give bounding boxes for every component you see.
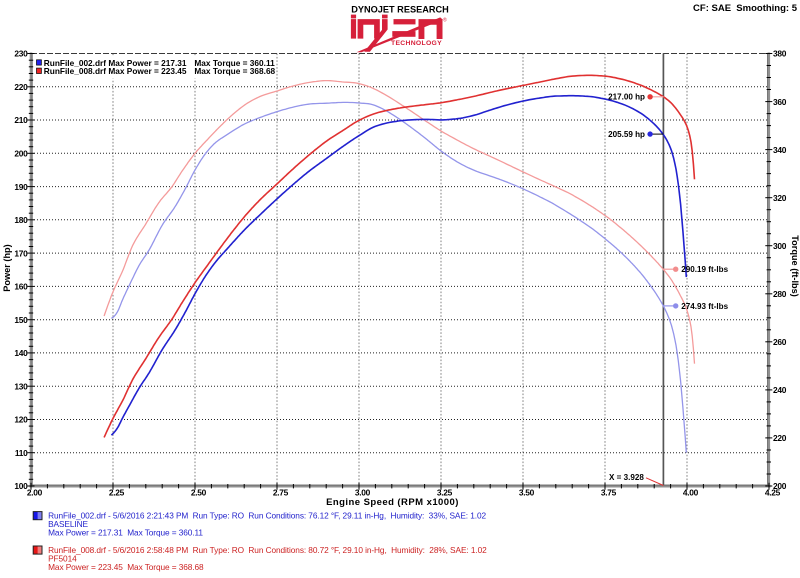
svg-text:Max Power = 223.45 Max Torque: Max Power = 223.45 Max Torque = 368.68	[48, 562, 204, 572]
svg-text:220: 220	[14, 82, 28, 92]
svg-text:100: 100	[14, 481, 28, 491]
svg-text:110: 110	[15, 448, 28, 458]
svg-text:2.50: 2.50	[191, 488, 207, 498]
svg-text:150: 150	[14, 315, 28, 325]
svg-text:320: 320	[773, 193, 787, 203]
svg-text:BASELINE: BASELINE	[48, 519, 88, 529]
svg-text:Power (hp): Power (hp)	[2, 244, 12, 291]
svg-text:2.00: 2.00	[27, 488, 43, 498]
svg-text:170: 170	[14, 248, 28, 258]
svg-text:120: 120	[14, 415, 28, 425]
svg-text:RunFile_002.drf Max Power = 21: RunFile_002.drf Max Power = 217.31	[44, 58, 187, 68]
svg-text:217.00 hp: 217.00 hp	[608, 93, 645, 102]
svg-text:X = 3.928: X = 3.928	[609, 473, 644, 482]
svg-text:380: 380	[773, 49, 787, 59]
svg-text:130: 130	[14, 381, 28, 391]
svg-text:240: 240	[773, 385, 787, 395]
svg-text:RunFile_008.drf Max Power = 22: RunFile_008.drf Max Power = 223.45	[44, 66, 187, 76]
svg-text:Engine Speed (RPM x1000): Engine Speed (RPM x1000)	[326, 497, 459, 508]
svg-text:180: 180	[14, 215, 28, 225]
svg-text:200: 200	[14, 149, 28, 159]
svg-text:360: 360	[773, 97, 787, 107]
svg-text:2.25: 2.25	[109, 488, 125, 498]
svg-text:200: 200	[773, 481, 787, 491]
svg-text:®: ®	[443, 17, 447, 24]
svg-text:3.25: 3.25	[437, 488, 453, 498]
svg-text:190: 190	[14, 182, 28, 192]
svg-text:140: 140	[14, 348, 28, 358]
svg-text:3.75: 3.75	[601, 488, 617, 498]
svg-text:2.75: 2.75	[273, 488, 289, 498]
svg-text:3.50: 3.50	[519, 488, 535, 498]
svg-text:205.59 hp: 205.59 hp	[608, 130, 645, 139]
svg-text:RunFile_002.drf - 5/6/2016 2:2: RunFile_002.drf - 5/6/2016 2:21:43 PM Ru…	[48, 511, 486, 521]
svg-text:260: 260	[773, 337, 787, 347]
svg-text:220: 220	[773, 433, 787, 443]
svg-text:TECHNOLOGY: TECHNOLOGY	[391, 40, 442, 47]
svg-text:3.00: 3.00	[355, 488, 371, 498]
svg-text:290.19 ft-lbs: 290.19 ft-lbs	[681, 265, 728, 274]
svg-text:4.00: 4.00	[683, 488, 699, 498]
svg-text:Max Power = 217.31 Max Torque: Max Power = 217.31 Max Torque = 360.11	[48, 528, 203, 538]
svg-text:300: 300	[773, 241, 787, 251]
svg-text:280: 280	[773, 289, 787, 299]
svg-text:4.25: 4.25	[765, 488, 781, 498]
svg-text:230: 230	[14, 49, 28, 59]
svg-text:PF5014: PF5014	[48, 554, 77, 564]
svg-text:Max Torque = 360.11: Max Torque = 360.11	[194, 58, 275, 68]
svg-text:CF: SAE Smoothing: 5: CF: SAE Smoothing: 5	[693, 3, 798, 14]
svg-text:340: 340	[773, 145, 787, 155]
svg-text:RunFile_008.drf - 5/6/2016 2:5: RunFile_008.drf - 5/6/2016 2:58:48 PM Ru…	[48, 545, 487, 555]
svg-text:210: 210	[14, 115, 28, 125]
svg-text:Torque (ft-lbs): Torque (ft-lbs)	[790, 235, 800, 297]
svg-text:DYNOJET RESEARCH: DYNOJET RESEARCH	[351, 5, 449, 15]
svg-text:Max Torque = 368.68: Max Torque = 368.68	[194, 66, 275, 76]
svg-text:274.93 ft-lbs: 274.93 ft-lbs	[681, 302, 728, 311]
svg-text:160: 160	[14, 282, 28, 292]
